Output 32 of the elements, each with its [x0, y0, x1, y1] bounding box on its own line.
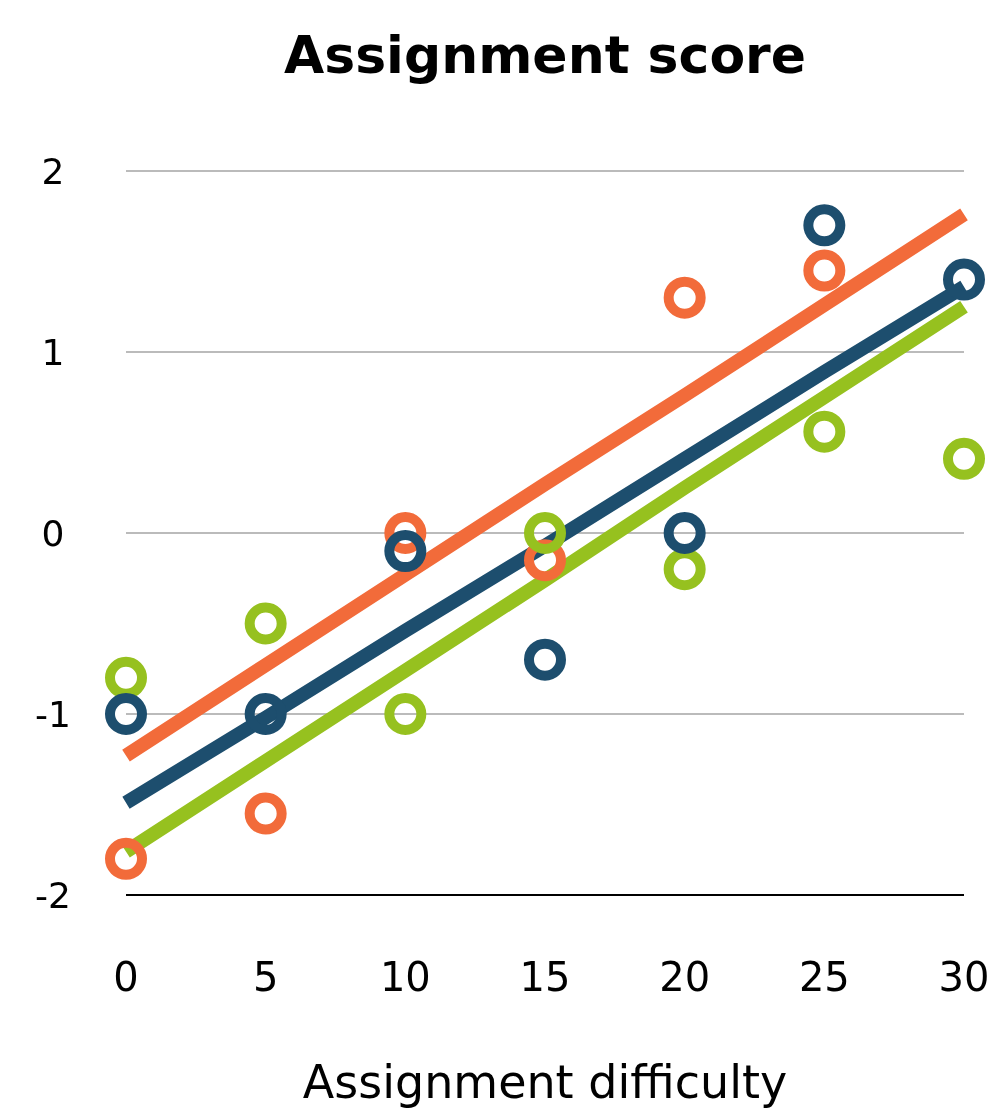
chart-title: Assignment score	[283, 25, 807, 85]
x-tick-label: 30	[938, 954, 990, 1000]
y-tick-label: -2	[35, 874, 71, 916]
x-axis-title: Assignment difficulty	[302, 1055, 788, 1109]
point	[803, 410, 846, 453]
x-tick-label: 10	[379, 954, 431, 1000]
y-tick-label: 1	[41, 331, 65, 373]
x-tick-label: 5	[252, 954, 279, 1000]
point	[663, 512, 706, 554]
point	[105, 837, 147, 880]
point	[803, 204, 846, 247]
y-tick-label: -1	[35, 693, 71, 735]
x-tick-label: 25	[798, 954, 850, 1000]
point	[803, 249, 846, 292]
point	[943, 258, 985, 301]
point	[943, 437, 985, 480]
point	[105, 656, 147, 699]
point	[524, 638, 566, 681]
point	[663, 276, 706, 319]
x-tick-label: 0	[113, 954, 139, 1000]
point	[524, 512, 566, 554]
point	[244, 693, 287, 735]
x-tick-label: 15	[519, 954, 571, 1000]
point	[105, 693, 147, 735]
point	[663, 548, 706, 591]
point	[244, 792, 287, 835]
y-tick-label: 0	[41, 512, 65, 554]
y-tick-label: 2	[41, 150, 65, 192]
point	[244, 602, 287, 645]
point	[384, 693, 427, 735]
point	[384, 530, 427, 573]
x-tick-label: 20	[659, 954, 711, 1000]
